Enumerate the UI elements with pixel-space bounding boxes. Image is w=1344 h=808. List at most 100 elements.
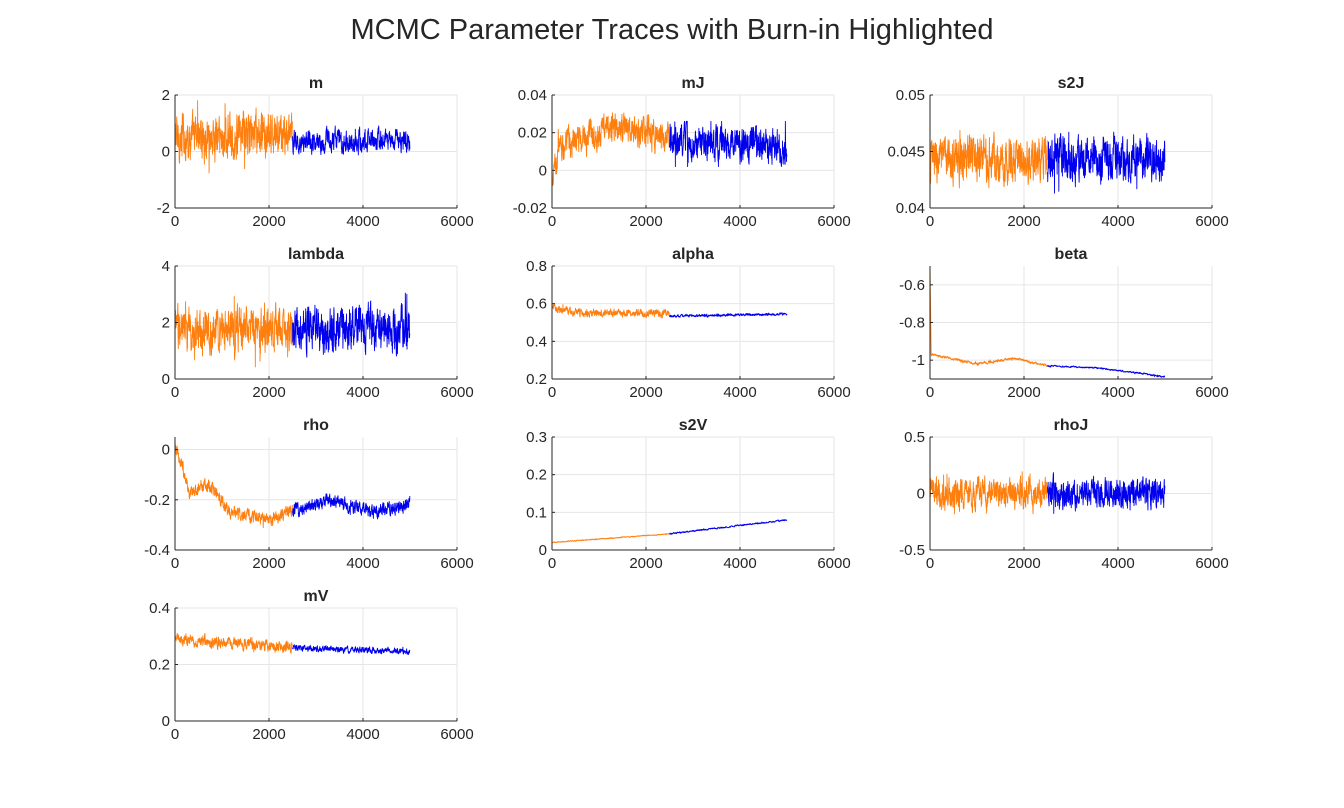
subplot-title: lambda	[288, 246, 344, 263]
subplot-s2J: 0 2000 4000 6000 0.04 0.045 0.05 s2J	[887, 75, 1228, 230]
subplot-title: s2V	[679, 417, 708, 434]
y-tick-label: 0	[162, 371, 170, 388]
x-tick-label: 0	[548, 555, 556, 572]
subplot-mV: 0 2000 4000 6000 0 0.2 0.4 mV	[149, 588, 474, 743]
subplot-title: m	[309, 75, 323, 92]
x-tick-label: 0	[926, 555, 934, 572]
y-tick-label: 0.02	[518, 125, 547, 142]
subplot-beta: 0 2000 4000 6000 -1 -0.8 -0.6 beta	[899, 246, 1229, 401]
y-tick-label: 2	[162, 87, 170, 104]
x-tick-label: 0	[171, 555, 179, 572]
x-tick-label: 4000	[346, 555, 379, 572]
subplot-s2V: 0 2000 4000 6000 0 0.1 0.2 0.3 s2V	[526, 417, 851, 572]
y-tick-label: 0.2	[526, 371, 547, 388]
x-tick-label: 2000	[1007, 213, 1040, 230]
x-tick-label: 2000	[629, 555, 662, 572]
y-tick-label: 0.04	[896, 200, 925, 217]
x-tick-label: 6000	[440, 726, 473, 743]
trace-burn-in	[551, 303, 670, 319]
y-tick-label: 4	[162, 258, 170, 275]
x-tick-label: 6000	[1195, 384, 1228, 401]
y-tick-label: -2	[157, 200, 170, 217]
trace-burn-in	[929, 266, 1048, 367]
x-tick-label: 6000	[817, 384, 850, 401]
x-tick-label: 4000	[346, 213, 379, 230]
y-tick-label: 0	[917, 486, 925, 503]
x-tick-label: 2000	[629, 213, 662, 230]
subplot-title: mV	[304, 588, 329, 605]
x-tick-label: 0	[171, 213, 179, 230]
subplot-title: rho	[303, 417, 329, 434]
subplot-title: alpha	[672, 246, 714, 263]
x-tick-label: 0	[171, 726, 179, 743]
y-tick-label: 0.8	[526, 258, 547, 275]
x-tick-label: 2000	[252, 726, 285, 743]
x-tick-label: 2000	[252, 213, 285, 230]
trace-burn-in	[174, 100, 293, 174]
trace-burn-in	[929, 471, 1048, 515]
x-tick-label: 6000	[1195, 555, 1228, 572]
plot-area	[552, 266, 834, 379]
x-tick-label: 2000	[252, 555, 285, 572]
x-tick-label: 2000	[629, 384, 662, 401]
subplot-rho: 0 2000 4000 6000 -0.4 -0.2 0 rho	[144, 417, 474, 572]
y-tick-label: 0.1	[526, 504, 547, 521]
y-tick-label: -0.5	[899, 542, 925, 559]
x-tick-label: 4000	[1101, 555, 1134, 572]
x-tick-label: 2000	[252, 384, 285, 401]
plot-area	[552, 437, 834, 550]
y-tick-label: 2	[162, 315, 170, 332]
y-tick-label: 0	[162, 713, 170, 730]
x-tick-label: 0	[926, 213, 934, 230]
trace-post-burn-in	[1047, 472, 1166, 514]
x-tick-label: 0	[548, 213, 556, 230]
trace-post-burn-in	[292, 493, 411, 520]
y-tick-label: 0	[539, 162, 547, 179]
trace-burn-in	[551, 112, 670, 186]
x-tick-label: 4000	[723, 384, 756, 401]
subplot-title: mJ	[681, 75, 704, 92]
x-tick-label: 4000	[723, 213, 756, 230]
y-tick-label: -0.4	[144, 542, 170, 559]
x-tick-label: 2000	[1007, 555, 1040, 572]
x-tick-label: 4000	[723, 555, 756, 572]
y-tick-label: 0	[162, 442, 170, 459]
x-tick-label: 4000	[1101, 384, 1134, 401]
plot-area	[175, 437, 457, 550]
x-tick-label: 6000	[440, 555, 473, 572]
trace-post-burn-in	[669, 312, 788, 318]
subplot-title: s2J	[1058, 75, 1085, 92]
y-tick-label: 0	[162, 144, 170, 161]
y-tick-label: 0.05	[896, 87, 925, 104]
x-tick-label: 6000	[440, 213, 473, 230]
subplot-lambda: 0 2000 4000 6000 0 2 4 lambda	[162, 246, 474, 401]
trace-burn-in	[551, 533, 670, 544]
trace-post-burn-in	[1047, 131, 1166, 194]
trace-post-burn-in	[292, 292, 411, 358]
y-tick-label: 0.4	[526, 333, 547, 350]
trace-post-burn-in	[669, 120, 788, 168]
x-tick-label: 0	[171, 384, 179, 401]
x-tick-label: 0	[926, 384, 934, 401]
x-tick-label: 6000	[817, 213, 850, 230]
trace-burn-in	[174, 440, 293, 529]
x-tick-label: 0	[548, 384, 556, 401]
x-tick-label: 2000	[1007, 384, 1040, 401]
trace-burn-in	[174, 632, 293, 654]
y-tick-label: 0.3	[526, 429, 547, 446]
y-tick-label: 0.6	[526, 296, 547, 313]
y-tick-label: 0.045	[887, 144, 925, 161]
x-tick-label: 4000	[1101, 213, 1134, 230]
y-tick-label: -0.2	[144, 492, 170, 509]
x-tick-label: 4000	[346, 384, 379, 401]
trace-post-burn-in	[292, 644, 411, 655]
subplot-alpha: 0 2000 4000 6000 0.2 0.4 0.6 0.8 alpha	[526, 246, 851, 401]
y-tick-label: 0.4	[149, 600, 170, 617]
y-tick-label: -0.6	[899, 277, 925, 294]
trace-post-burn-in	[1047, 364, 1166, 378]
